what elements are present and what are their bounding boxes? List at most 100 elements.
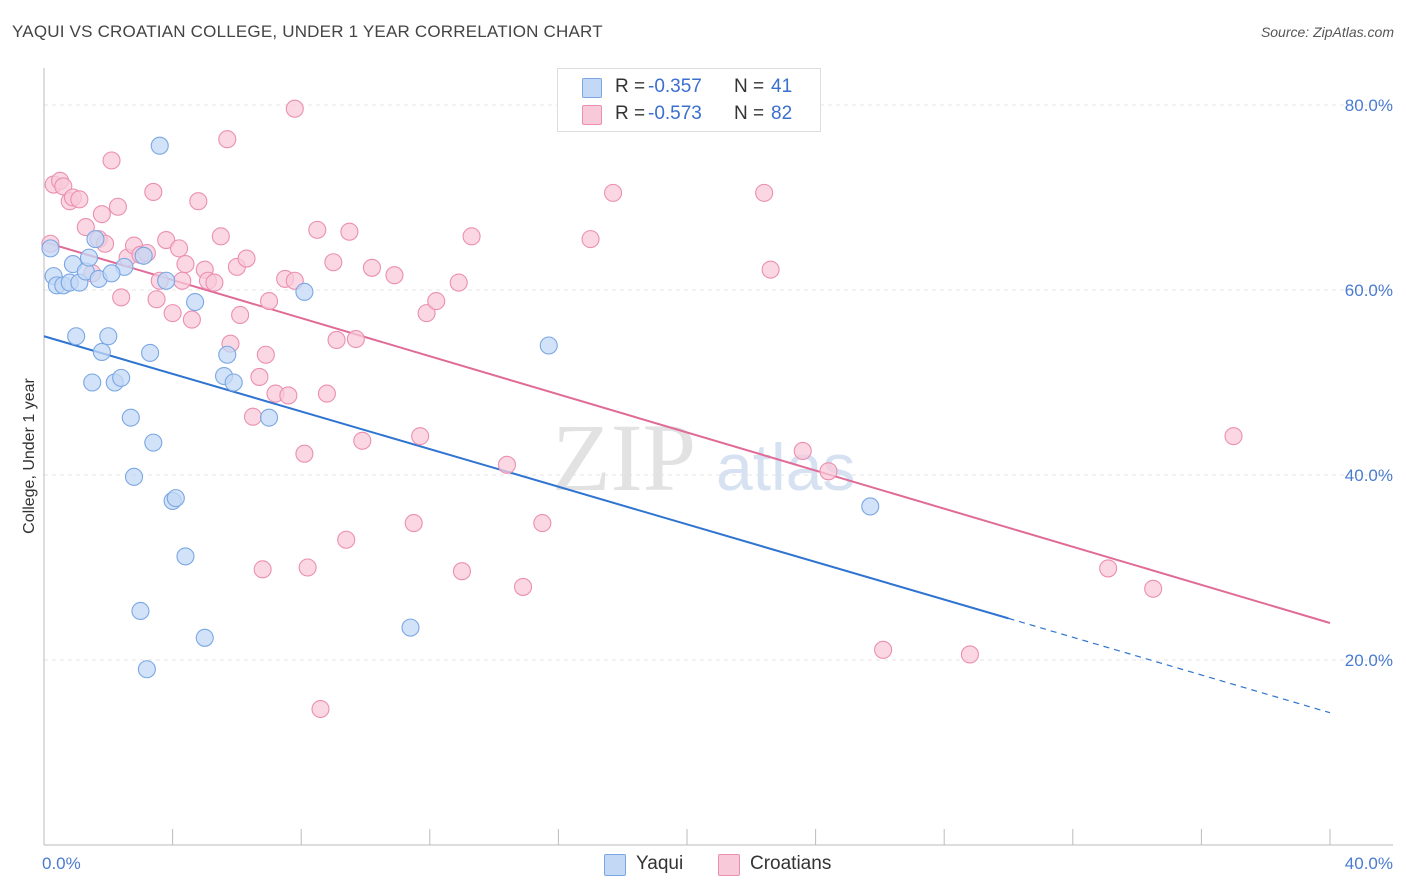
chart-source: Source: ZipAtlas.com xyxy=(1260,24,1394,40)
y-tick-label: 40.0% xyxy=(1345,466,1393,485)
point-croatians xyxy=(761,260,780,279)
point-croatians xyxy=(147,290,166,309)
y-tick-label: 20.0% xyxy=(1345,651,1393,670)
point-croatians xyxy=(253,560,272,579)
legend-n-value: 82 xyxy=(771,103,793,124)
point-croatians xyxy=(169,239,189,258)
point-yaqui xyxy=(102,264,121,283)
legend-swatch-croatians xyxy=(718,854,740,876)
legend-r-value: -0.573 xyxy=(648,103,702,124)
point-croatians xyxy=(337,530,356,549)
x-tick-label: 0.0% xyxy=(42,854,81,873)
point-croatians xyxy=(462,227,481,246)
point-yaqui xyxy=(539,336,558,355)
point-croatians xyxy=(604,183,623,202)
point-croatians xyxy=(317,384,336,403)
point-croatians xyxy=(176,255,195,274)
point-croatians xyxy=(417,304,436,323)
point-croatians xyxy=(92,205,111,224)
point-yaqui xyxy=(150,136,169,155)
point-croatians xyxy=(256,345,275,364)
legend-swatch-yaqui xyxy=(582,78,602,98)
point-croatians xyxy=(793,441,812,461)
point-croatians xyxy=(237,249,256,268)
point-croatians xyxy=(497,455,517,474)
trend-extension-yaqui xyxy=(1008,617,1331,714)
point-yaqui xyxy=(166,489,185,508)
watermark-zip: ZIP xyxy=(552,404,696,511)
point-croatians xyxy=(295,444,314,463)
point-yaqui xyxy=(67,327,86,346)
point-yaqui xyxy=(401,618,420,637)
legend-swatch-croatians xyxy=(582,105,602,125)
point-yaqui xyxy=(186,292,205,312)
y-tick-label: 80.0% xyxy=(1345,96,1393,115)
point-croatians xyxy=(404,514,423,533)
point-croatians xyxy=(755,183,774,202)
point-croatians xyxy=(449,273,468,292)
point-croatians xyxy=(157,231,176,250)
point-croatians xyxy=(960,645,979,664)
point-yaqui xyxy=(92,342,111,362)
point-yaqui xyxy=(124,467,144,486)
y-axis-label: College, Under 1 year xyxy=(21,378,38,534)
point-yaqui xyxy=(176,547,195,566)
point-yaqui xyxy=(157,271,176,290)
point-croatians xyxy=(189,192,208,211)
point-croatians xyxy=(340,222,359,241)
trend-line-yaqui xyxy=(43,335,1009,620)
legend-row-yaqui: R = -0.357 N = 41 xyxy=(558,74,818,100)
point-yaqui xyxy=(218,345,237,364)
point-croatians xyxy=(353,431,372,450)
point-croatians xyxy=(102,151,121,170)
point-croatians xyxy=(231,305,250,325)
point-croatians xyxy=(108,197,127,216)
legend-r-value: -0.357 xyxy=(648,76,702,97)
legend-row-croatians: R = -0.573 N = 82 xyxy=(558,101,818,127)
point-yaqui xyxy=(144,433,163,452)
legend-label-yaqui: Yaqui xyxy=(636,853,684,874)
tick-labels: 20.0% 40.0% 60.0% 80.0% 0.0% 40.0% xyxy=(42,96,1393,873)
point-yaqui xyxy=(79,248,99,267)
stats-legend: R = -0.357 N = 41 R = -0.573 N = 82 xyxy=(557,68,821,132)
point-croatians xyxy=(163,304,182,323)
gridlines xyxy=(44,104,1393,661)
point-croatians xyxy=(362,258,381,277)
point-croatians xyxy=(385,266,404,285)
point-yaqui xyxy=(86,230,105,249)
point-croatians xyxy=(819,462,838,481)
legend-n-label: N = xyxy=(734,103,765,124)
point-croatians xyxy=(211,227,230,246)
y-tick-label: 60.0% xyxy=(1345,281,1393,300)
point-croatians xyxy=(279,386,298,405)
x-tick-label: 40.0% xyxy=(1345,854,1393,873)
point-yaqui xyxy=(861,497,880,516)
point-yaqui xyxy=(41,239,60,258)
point-croatians xyxy=(533,514,552,533)
point-croatians xyxy=(182,310,201,329)
legend-label-croatians: Croatians xyxy=(750,853,832,874)
data-points xyxy=(41,99,1243,719)
axes xyxy=(43,68,1393,846)
legend-n-value: 41 xyxy=(771,76,793,97)
legend-r-label: R = xyxy=(615,103,646,124)
trend-lines xyxy=(43,240,1331,714)
point-yaqui xyxy=(195,628,214,647)
legend-swatch-yaqui xyxy=(604,854,626,876)
point-croatians xyxy=(324,253,343,272)
point-croatians xyxy=(173,271,192,290)
legend-r-label: R = xyxy=(615,76,646,97)
point-croatians xyxy=(308,220,327,239)
point-yaqui xyxy=(295,282,314,301)
point-croatians xyxy=(452,562,472,581)
point-yaqui xyxy=(259,408,279,427)
point-croatians xyxy=(70,190,89,209)
point-croatians xyxy=(411,427,430,446)
point-croatians xyxy=(250,367,269,387)
point-croatians xyxy=(218,130,237,149)
point-croatians xyxy=(581,230,600,249)
chart-title: YAQUI VS CROATIAN COLLEGE, UNDER 1 YEAR … xyxy=(12,22,603,41)
point-croatians xyxy=(427,292,446,311)
point-yaqui xyxy=(134,246,153,265)
